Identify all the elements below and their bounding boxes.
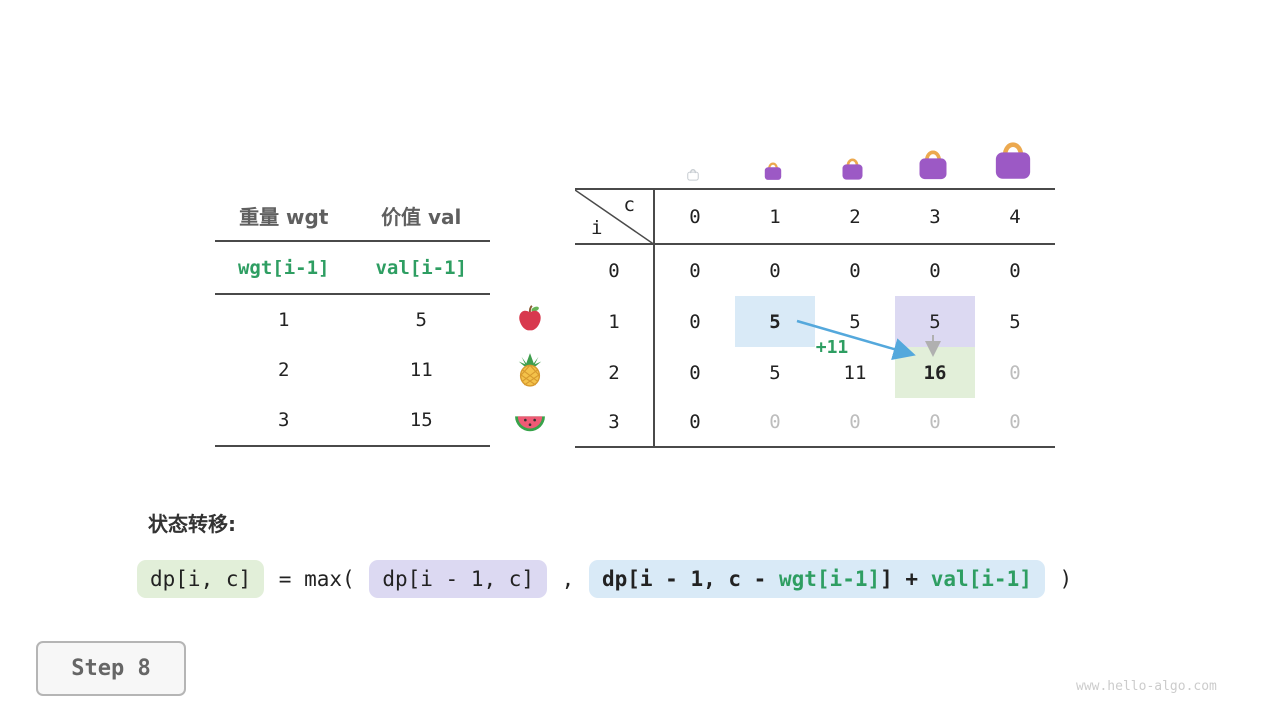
formula-term2-chip: dp[i - 1, c - wgt[i-1]] + val[i-1] — [588, 560, 1045, 598]
wgt-value: 2 — [278, 359, 290, 381]
val-value: 5 — [415, 309, 427, 331]
bag-large-icon — [919, 150, 947, 180]
col-header: 0 — [655, 190, 735, 245]
step-button[interactable]: Step 8 — [36, 641, 186, 696]
weight-header: 重量 wgt — [239, 204, 329, 229]
watermelon-icon — [515, 416, 545, 432]
divider — [215, 445, 490, 447]
transition-formula: dp[i, c] = max( dp[i - 1, c] , dp[i - 1,… — [135, 560, 1072, 598]
col-header: 1 — [735, 190, 815, 245]
watermark: www.hello-algo.com — [1076, 679, 1217, 694]
dp-cell: 0 — [769, 411, 781, 433]
bag-empty-icon — [687, 169, 699, 181]
dp-cell: 11 — [843, 361, 867, 384]
weight-value-table: 重量 wgt 价值 val wgt[i-1] val[i-1] 1 5 2 11… — [215, 190, 490, 447]
dp-cell: 0 — [689, 361, 701, 384]
formula-term2-val: val[i-1] — [930, 567, 1032, 591]
dp-cell: 0 — [929, 259, 941, 282]
formula-separator: , — [549, 567, 587, 591]
formula-closing: ) — [1046, 567, 1073, 591]
wgt-value: 1 — [278, 309, 290, 331]
wgt-value: 3 — [278, 409, 290, 431]
table-row: 2 11 — [215, 345, 490, 395]
transition-heading: 状态转移: — [148, 512, 236, 536]
dp-cell: 0 — [1009, 411, 1021, 433]
col-header: 2 — [815, 190, 895, 245]
col-header: 3 — [895, 190, 975, 245]
divider — [215, 240, 490, 242]
bag-medium-icon — [842, 158, 863, 180]
table-row: 3 15 — [215, 395, 490, 445]
dp-cell: 0 — [1009, 361, 1021, 384]
dp-cell: 0 — [1009, 259, 1021, 282]
dp-cell: 5 — [849, 310, 861, 333]
row-axis-label: i — [591, 217, 603, 239]
corner-cell: i c — [575, 190, 655, 245]
formula-term2-mid: ] + — [880, 567, 931, 591]
bag-small-icon — [764, 162, 782, 180]
dp-cell: 0 — [849, 411, 861, 433]
formula-lhs-chip: dp[i, c] — [137, 560, 265, 598]
col-header: 4 — [975, 190, 1055, 245]
row-header: 2 — [575, 347, 655, 398]
bag-xlarge-icon — [995, 142, 1031, 179]
dp-cell: 5 — [769, 361, 781, 384]
row-header: 3 — [575, 398, 655, 446]
dp-cell: 0 — [849, 259, 861, 282]
value-header: 价值 val — [381, 204, 462, 229]
diagonal-divider — [575, 190, 655, 245]
dp-cell: 5 — [1009, 310, 1021, 333]
val-value: 15 — [409, 409, 433, 431]
row-header: 0 — [575, 245, 655, 296]
formula-term1-chip: dp[i - 1, c] — [369, 560, 548, 598]
apple-icon — [519, 305, 541, 331]
dp-cell: 0 — [689, 411, 701, 433]
row-header: 1 — [575, 296, 655, 347]
col-axis-label: c — [623, 194, 635, 216]
val-formula: val[i-1] — [375, 256, 467, 279]
dp-cell: 0 — [769, 259, 781, 282]
pineapple-icon — [518, 353, 542, 387]
dp-cell: 0 — [689, 310, 701, 333]
transition-arrows — [796, 319, 941, 360]
weight-value-header-row: 重量 wgt 价值 val — [215, 190, 490, 240]
dp-cell: 0 — [689, 259, 701, 282]
formula-term2-wgt: wgt[i-1] — [778, 567, 881, 591]
dp-cell: 0 — [929, 411, 941, 433]
blue-transition-arrow — [796, 319, 916, 360]
formula-operator: = max( — [266, 567, 368, 591]
divider — [215, 293, 490, 295]
val-value: 11 — [409, 359, 433, 381]
plus-value-label: +11 — [815, 337, 849, 358]
wgt-formula: wgt[i-1] — [237, 256, 330, 279]
formula-row: wgt[i-1] val[i-1] — [215, 242, 490, 293]
table-row: 1 5 — [215, 295, 490, 345]
formula-term2-prefix: dp[i - 1, c - — [601, 567, 779, 591]
